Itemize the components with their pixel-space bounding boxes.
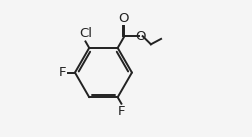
Text: O: O (118, 12, 128, 25)
Text: O: O (135, 30, 145, 43)
Text: F: F (58, 66, 66, 79)
Text: Cl: Cl (79, 27, 92, 40)
Text: F: F (117, 105, 125, 118)
